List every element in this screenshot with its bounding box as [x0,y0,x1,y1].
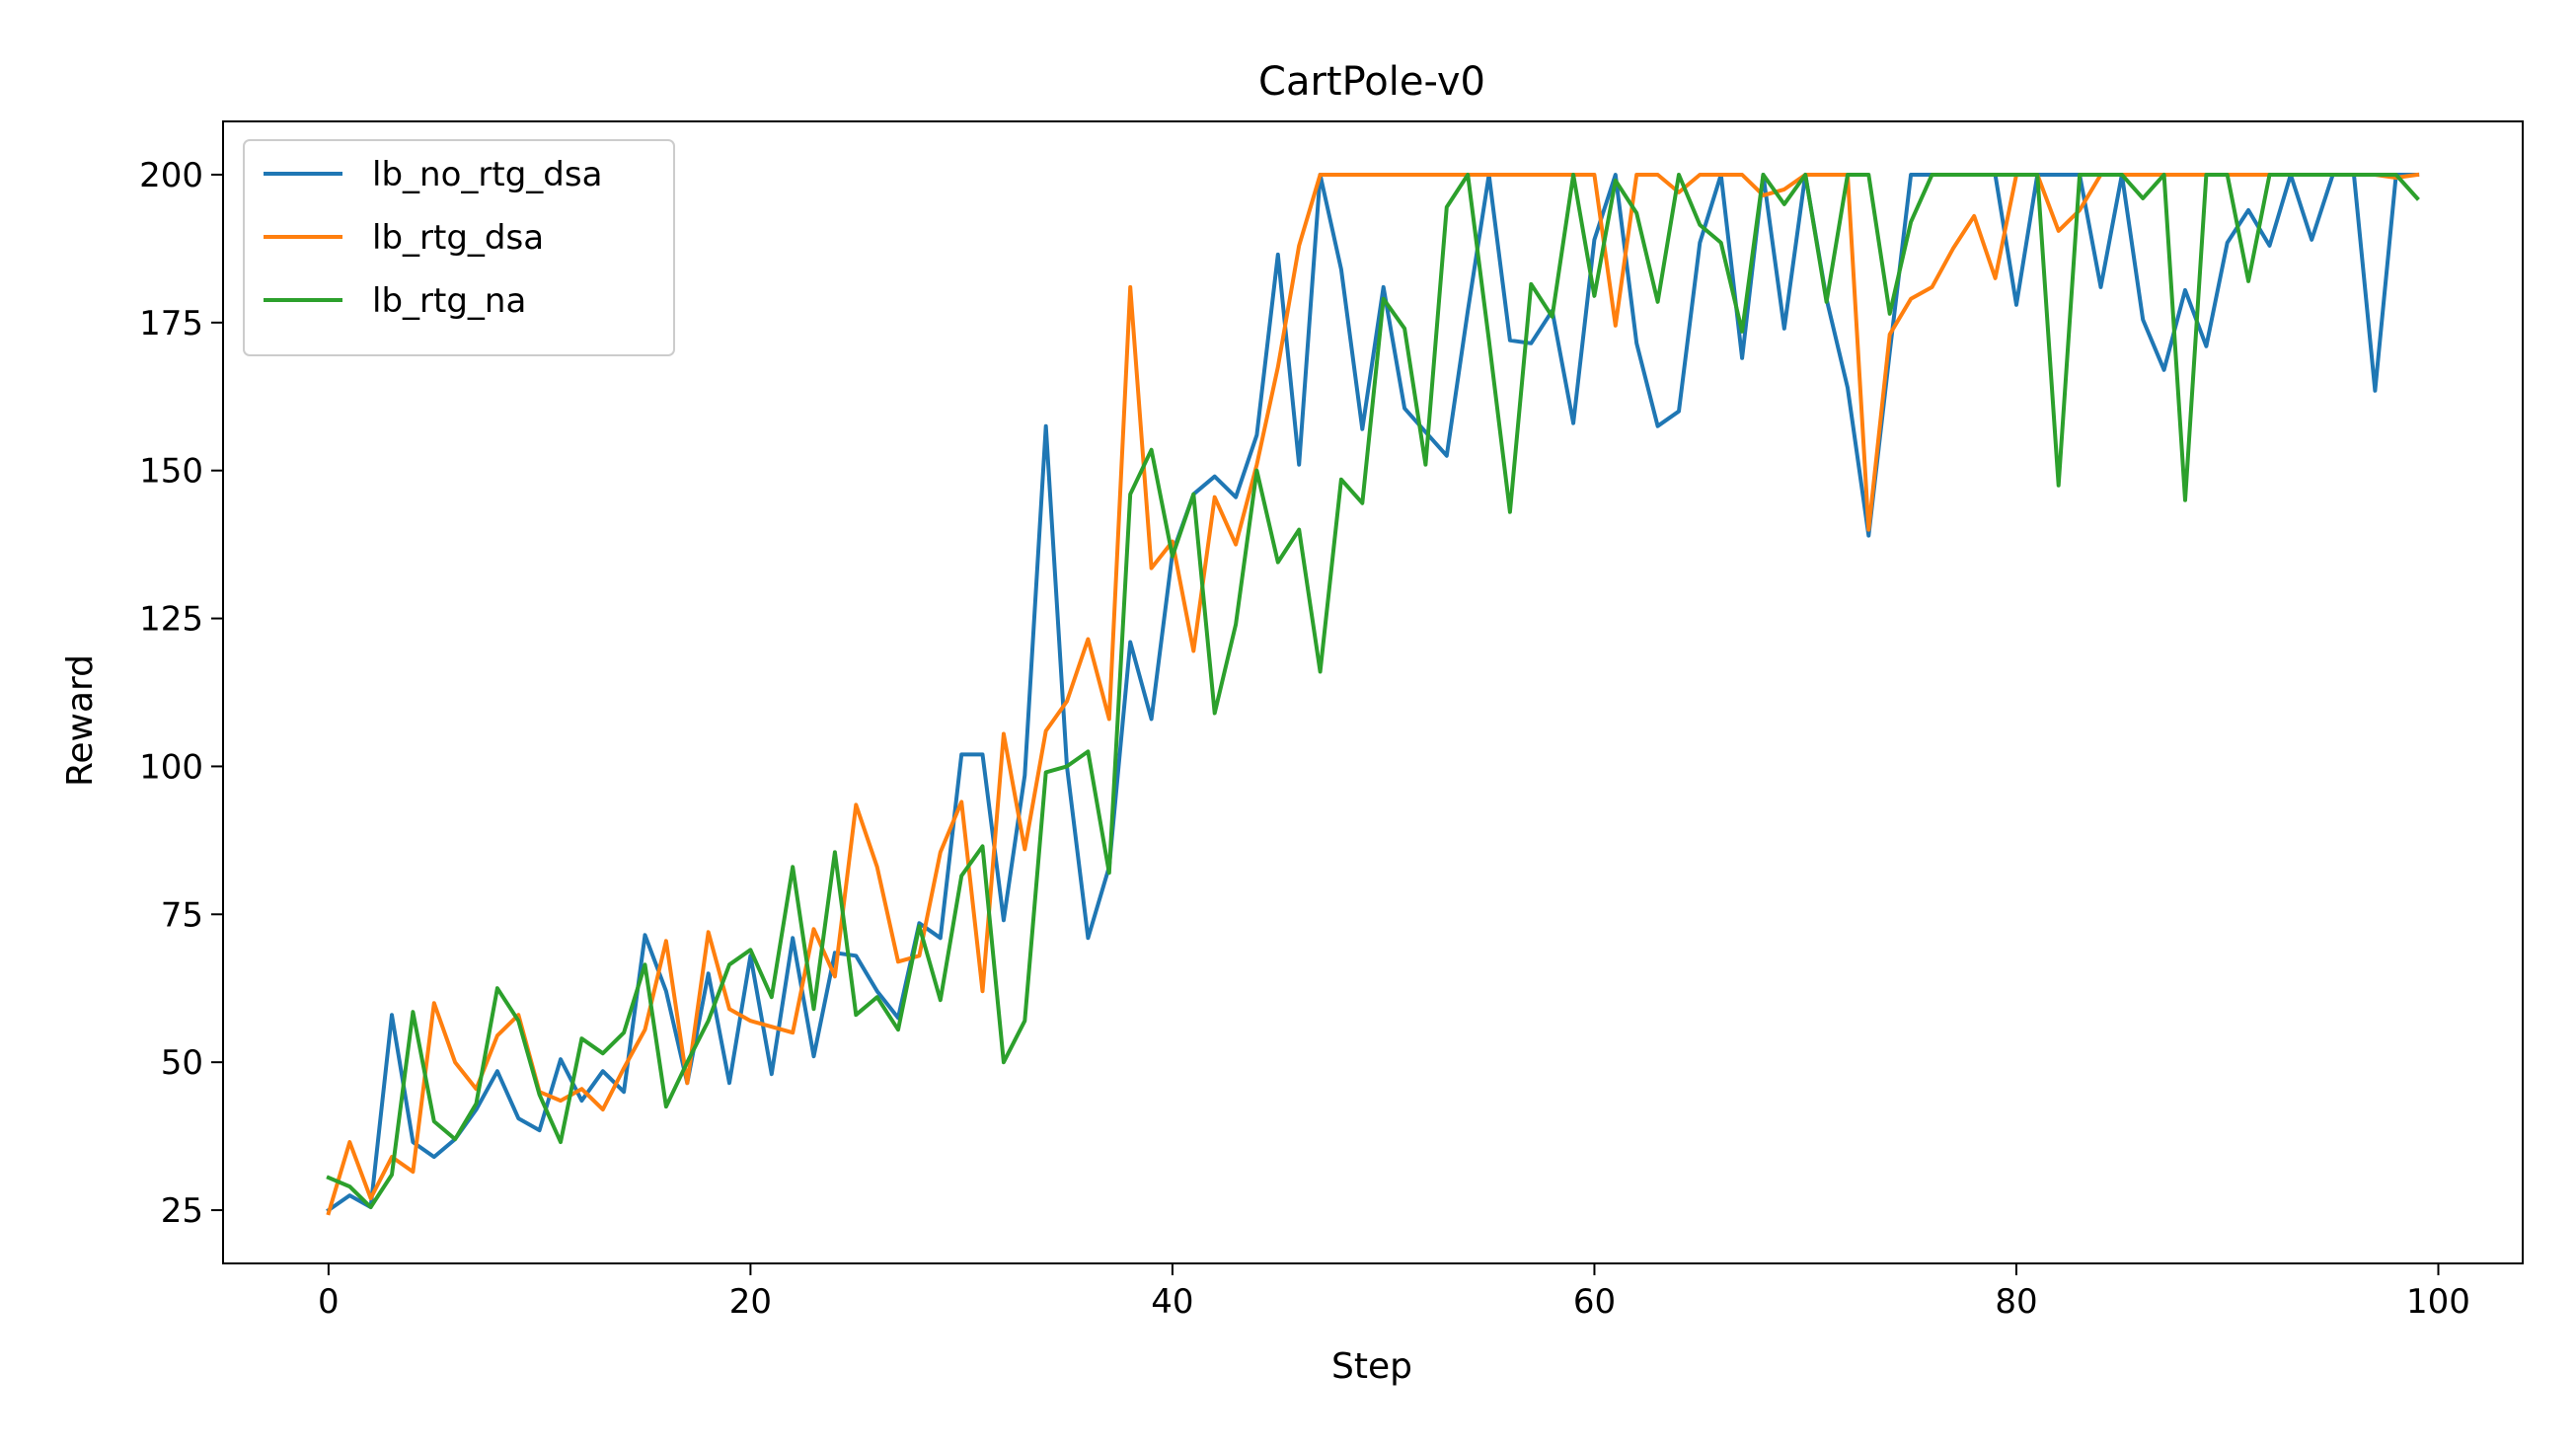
y-axis-label: Reward [60,654,101,787]
x-tick-label: 100 [2406,1282,2470,1322]
y-tick-label: 200 [139,156,203,195]
series-line-lb_rtg_na [326,173,2420,1209]
plot-area: 0 20 40 60 80 100 25 50 75 100 125 150 175 200 [139,120,2524,1322]
x-axis-label: Step [1331,1346,1412,1387]
plot-frame [222,120,2524,1264]
legend: lb_no_rtg_dsa lb_rtg_dsa lb_rtg_na [243,139,675,356]
legend-label-lb_rtg_dsa: lb_rtg_dsa [372,218,544,258]
y-tick-label: 100 [139,747,203,787]
legend-box [243,139,675,356]
x-tick-label: 20 [729,1282,772,1322]
y-tick-label: 75 [161,895,203,935]
legend-label-lb_rtg_na: lb_rtg_na [372,281,526,321]
series-line-lb_no_rtg_dsa [326,173,2420,1213]
x-tick-label: 0 [318,1282,340,1322]
y-tick-label: 25 [161,1191,203,1231]
series-line-lb_rtg_dsa [326,172,2420,1216]
y-tick-label: 175 [139,304,203,343]
x-tick-label: 60 [1573,1282,1616,1322]
series-lines [326,172,2420,1216]
y-tick-label: 150 [139,452,203,492]
x-tick-label: 40 [1151,1282,1193,1322]
chart-title: CartPole-v0 [1258,59,1485,105]
y-tick-label: 50 [161,1043,203,1083]
y-tick-label: 125 [139,600,203,640]
x-tick-label: 80 [1995,1282,2037,1322]
legend-label-lb_no_rtg_dsa: lb_no_rtg_dsa [372,155,602,194]
